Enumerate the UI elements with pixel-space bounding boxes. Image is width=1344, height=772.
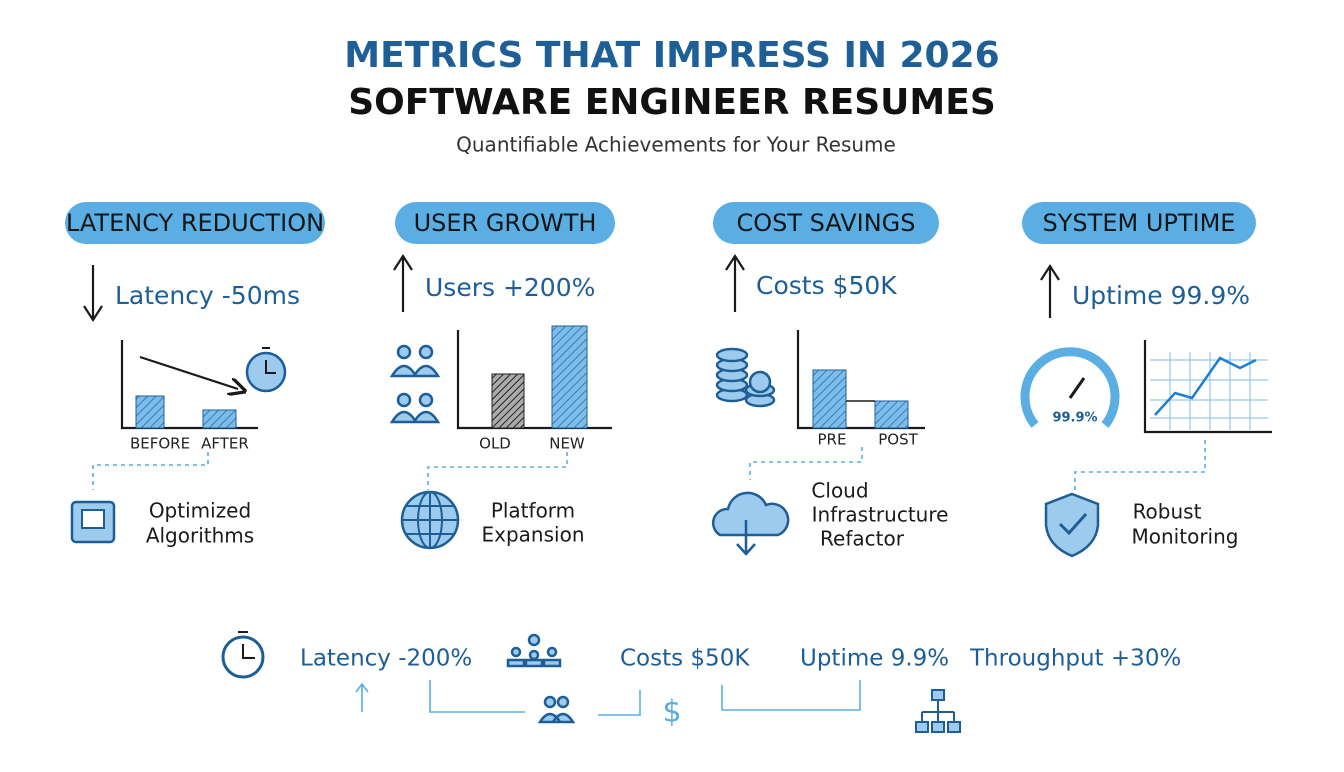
- people-icon: [506, 633, 562, 668]
- axes: [1143, 340, 1272, 434]
- dollar-icon: $: [662, 695, 681, 730]
- arrow: [1040, 263, 1060, 318]
- caption: Optimized: [149, 499, 251, 523]
- label: NEW: [549, 435, 585, 453]
- connector: [92, 452, 209, 490]
- label: OLD: [479, 435, 511, 453]
- connector: [598, 690, 641, 716]
- gauge: [1020, 347, 1120, 428]
- bottom-metric: Latency -200%: [300, 646, 472, 672]
- caption: Robust: [1133, 500, 1202, 524]
- caption: Infrastructure: [812, 503, 949, 527]
- pill: [395, 202, 615, 244]
- panel: COST SAVINGS Costs $50K PRE POST Cloud I…: [711, 202, 949, 556]
- gauge-label: 99.9%: [1052, 411, 1097, 426]
- people-icon: [537, 695, 576, 724]
- grid-icon: [1150, 352, 1268, 430]
- title: METRICS THAT IMPRESS IN 2026: [344, 35, 999, 76]
- caption: Algorithms: [146, 524, 254, 548]
- connector: [429, 680, 525, 713]
- metric: Latency -50ms: [115, 281, 300, 310]
- arrow: [83, 265, 103, 323]
- heading: LATENCY REDUCTION: [66, 209, 324, 237]
- label: POST: [878, 431, 918, 449]
- heading: USER GROWTH: [414, 209, 597, 237]
- pill: [65, 202, 325, 244]
- pill: [713, 202, 939, 244]
- caption: Platform: [491, 499, 575, 523]
- metric: Costs $50K: [756, 271, 897, 300]
- connector: [427, 452, 568, 490]
- label: PRE: [818, 431, 847, 449]
- bar: [491, 373, 525, 429]
- trend: [1154, 356, 1257, 416]
- connector: [749, 447, 863, 480]
- caption: Cloud: [811, 479, 868, 503]
- cloud-icon: [711, 491, 790, 556]
- bar: [812, 369, 847, 429]
- bottom-metric: Costs $50K: [620, 646, 750, 672]
- panel: USER GROWTH Users +200% OLD NEW Platform…: [389, 202, 615, 550]
- caption: Refactor: [820, 527, 905, 551]
- arrow: [725, 253, 745, 312]
- subtitle: Quantifiable Achievements for Your Resum…: [456, 133, 896, 157]
- trend: [139, 355, 238, 389]
- bottom-strip: Latency -200% Costs $50K Uptime 9.9% Thr…: [221, 631, 1181, 733]
- title: SOFTWARE ENGINEER RESUMES: [348, 82, 996, 123]
- heading: COST SAVINGS: [736, 209, 915, 237]
- connector: [1074, 440, 1206, 495]
- caption: Monitoring: [1132, 525, 1239, 549]
- heading: SYSTEM UPTIME: [1043, 209, 1236, 237]
- bar: [874, 400, 909, 429]
- bottom-metric: Uptime 9.9%: [800, 646, 949, 672]
- metric: Uptime 99.9%: [1072, 281, 1250, 310]
- label: AFTER: [201, 435, 249, 453]
- connector: [721, 680, 861, 711]
- flow-icon: [915, 689, 961, 733]
- bar: [135, 395, 165, 429]
- pill: [1022, 202, 1256, 244]
- bar: [551, 325, 588, 429]
- coins-icon: [715, 347, 776, 408]
- connector: [355, 682, 369, 712]
- arrow: [393, 253, 413, 312]
- panel: LATENCY REDUCTION Latency -50ms BEFORE A…: [65, 202, 325, 548]
- panel: SYSTEM UPTIME Uptime 99.9% 99.9% Robust …: [1020, 202, 1272, 558]
- axes: [456, 330, 612, 430]
- metric: Users +200%: [425, 273, 595, 302]
- bar: [202, 409, 237, 429]
- people-icon: [389, 344, 441, 424]
- label: BEFORE: [130, 435, 190, 453]
- shield: [1044, 492, 1100, 558]
- caption: Expansion: [482, 523, 585, 547]
- globe: [400, 490, 460, 550]
- bottom-metric: Throughput +30%: [969, 646, 1181, 672]
